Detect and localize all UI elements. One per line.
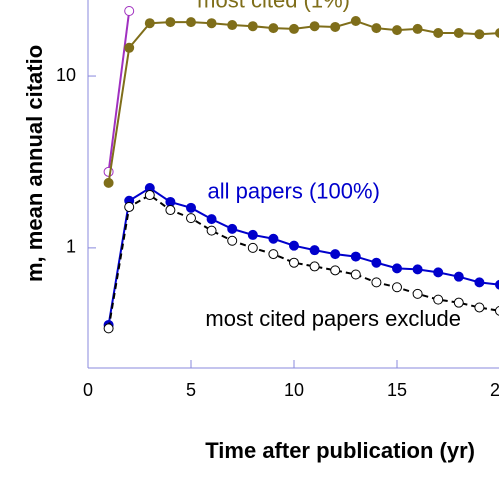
data-point xyxy=(392,25,402,36)
data-point xyxy=(309,21,320,32)
x-tick-label: 5 xyxy=(186,380,196,400)
data-point xyxy=(433,294,444,305)
y-tick-label: 10 xyxy=(56,65,76,85)
data-point xyxy=(350,16,361,27)
data-point xyxy=(412,288,423,299)
plot-area xyxy=(103,6,499,334)
data-point xyxy=(206,225,217,236)
data-point xyxy=(144,18,155,29)
data-point xyxy=(371,23,382,34)
data-point xyxy=(227,223,238,234)
data-point xyxy=(289,257,299,268)
data-point xyxy=(186,213,196,224)
data-point xyxy=(206,214,217,225)
data-point xyxy=(371,277,382,288)
data-point xyxy=(124,6,135,17)
data-point xyxy=(330,249,341,260)
data-point xyxy=(247,242,258,253)
data-point xyxy=(268,233,279,244)
series-line xyxy=(107,10,131,172)
data-point xyxy=(309,245,320,256)
data-point xyxy=(227,235,238,246)
annotation: all papers (100%) xyxy=(207,178,379,203)
data-point xyxy=(289,240,299,251)
data-point xyxy=(227,20,238,31)
data-point xyxy=(350,251,361,262)
x-tick-label: 15 xyxy=(387,380,407,400)
data-point xyxy=(474,29,485,40)
data-point xyxy=(268,249,279,260)
annotation: most cited (1%) xyxy=(197,0,350,13)
data-point xyxy=(247,21,258,32)
data-point xyxy=(103,323,114,334)
data-point xyxy=(453,28,464,39)
data-point xyxy=(330,265,341,276)
data-point xyxy=(247,229,258,240)
data-point xyxy=(165,17,176,28)
data-point xyxy=(392,263,402,274)
data-point xyxy=(495,28,499,38)
data-point xyxy=(453,271,464,282)
data-point xyxy=(289,23,299,34)
data-point xyxy=(474,302,485,313)
data-point xyxy=(412,264,423,275)
data-point xyxy=(433,267,444,278)
data-point xyxy=(371,257,382,268)
data-point xyxy=(350,269,361,280)
data-point xyxy=(453,297,464,308)
data-point xyxy=(392,282,402,293)
data-point xyxy=(124,42,135,53)
data-point xyxy=(495,305,499,316)
y-tick-label: 1 xyxy=(66,237,76,257)
x-tick-label: 0 xyxy=(83,380,93,400)
data-point xyxy=(186,202,196,213)
data-point xyxy=(474,277,485,288)
data-point xyxy=(495,279,499,290)
data-point xyxy=(103,177,114,188)
y-axis-label: m, mean annual citatio xyxy=(22,45,47,282)
data-point xyxy=(206,18,217,29)
annotation: most cited papers exclude xyxy=(205,306,461,331)
x-axis-label: Time after publication (yr) xyxy=(205,438,475,463)
data-point xyxy=(433,28,444,39)
data-point xyxy=(268,23,279,34)
data-point xyxy=(309,261,320,272)
data-point xyxy=(412,23,423,34)
x-tick-label: 10 xyxy=(284,380,304,400)
data-point xyxy=(144,190,155,201)
data-point xyxy=(186,17,196,28)
data-point xyxy=(330,21,341,32)
data-point xyxy=(124,201,135,212)
data-point xyxy=(165,205,176,216)
series-line xyxy=(107,19,499,184)
x-tick-label: 20 xyxy=(490,380,499,400)
